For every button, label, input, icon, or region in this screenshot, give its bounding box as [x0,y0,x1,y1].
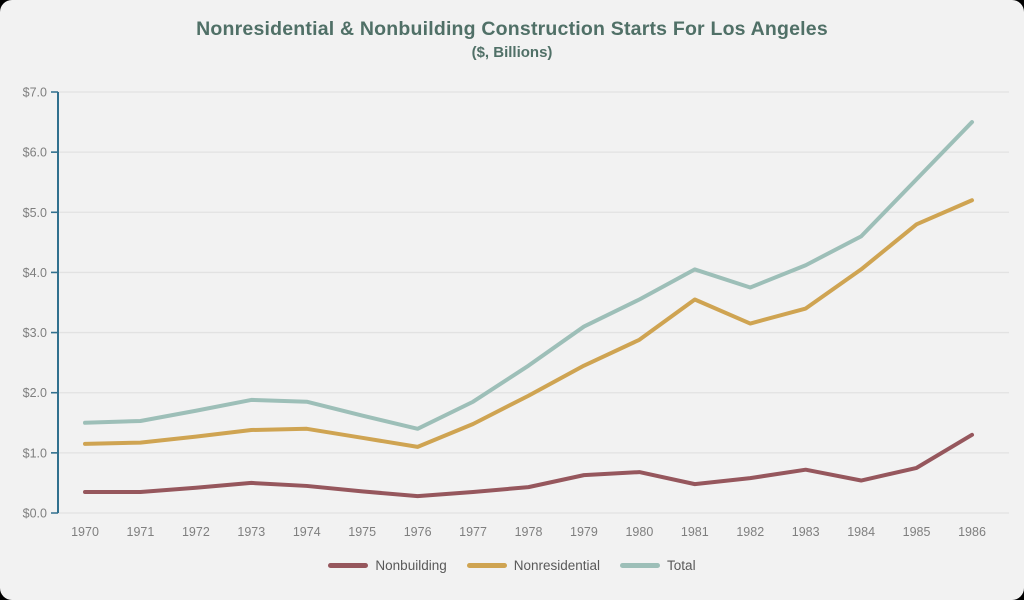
y-tick-label: $6.0 [23,146,47,160]
series-line-total [83,120,974,431]
y-tick-label: $1.0 [23,446,47,460]
x-tick-label: 1983 [792,525,820,539]
x-tick-label: 1973 [237,525,265,539]
x-tick-label: 1977 [459,525,487,539]
x-tick-label: 1986 [958,525,986,539]
legend-swatch [620,563,661,568]
legend-swatch [466,563,507,568]
x-tick-label: 1970 [71,525,99,539]
x-tick-label: 1980 [625,525,653,539]
legend-item-nonbuilding: Nonbuilding [328,558,447,573]
x-tick-label: 1984 [847,525,875,539]
legend-swatch [328,563,369,568]
x-tick-label: 1974 [293,525,321,539]
y-tick-label: $2.0 [23,386,47,400]
series-line-nonresidential [83,198,974,449]
x-tick-label: 1982 [736,525,764,539]
x-tick-label: 1978 [515,525,543,539]
x-tick-label: 1985 [903,525,931,539]
chart-subtitle: ($, Billions) [471,44,553,61]
x-tick-label: 1979 [570,525,598,539]
legend-label: Nonbuilding [375,558,447,573]
series-line-nonbuilding [83,432,974,499]
y-tick-label: $4.0 [23,266,47,280]
x-tick-label: 1972 [182,525,210,539]
x-tick-label: 1971 [127,525,155,539]
x-tick-label: 1981 [681,525,709,539]
y-tick-label: $0.0 [23,507,47,521]
legend: Nonbuilding Nonresidential Total [0,558,1024,573]
legend-item-total: Total [620,558,696,573]
legend-item-nonresidential: Nonresidential [466,558,601,573]
y-tick-label: $3.0 [23,326,47,340]
x-tick-label: 1975 [348,525,376,539]
legend-label: Nonresidential [513,558,601,573]
chart-title: Nonresidential & Nonbuilding Constructio… [196,18,828,40]
legend-label: Total [667,558,696,573]
y-tick-label: $5.0 [23,206,47,220]
y-tick-label: $7.0 [23,86,47,100]
x-tick-label: 1976 [404,525,432,539]
